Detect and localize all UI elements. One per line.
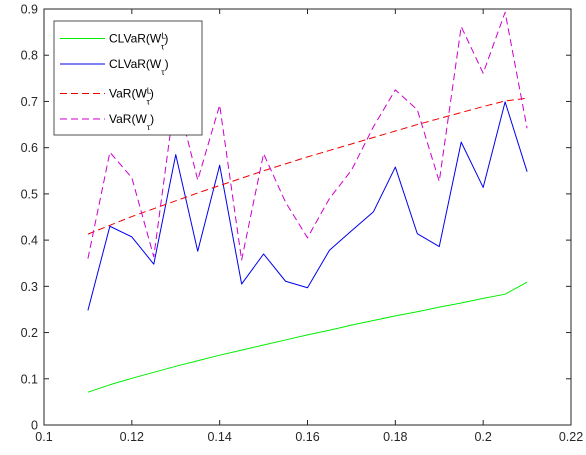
x-tick-label: 0.16 (295, 430, 319, 444)
x-tick-label: 0.12 (120, 430, 144, 444)
y-tick-label: 0.2 (21, 326, 38, 340)
series-layer (87, 11, 528, 393)
series-line-clvar_l (87, 281, 528, 393)
legend-label-clvar_l: CLVaR(WL τ) (109, 31, 168, 52)
y-tick-label: 0.6 (21, 141, 38, 155)
y-tick-label: 0 (31, 419, 38, 433)
y-tick-label: 0.3 (21, 280, 38, 294)
legend-label-var: VaR(Wτ) (109, 112, 154, 132)
x-tick-label: 0.14 (207, 430, 231, 444)
axes-layer: 0.1 0.12 0.14 0.16 0.18 0.2 0.2200.10.20.30.40… (21, 3, 584, 445)
series-line-clvar (87, 101, 528, 311)
x-tick-label: 0.1 (35, 430, 52, 444)
series-line-var (87, 11, 528, 261)
x-tick-label: 0.22 (559, 430, 583, 444)
x-tick-label: 0.18 (383, 430, 407, 444)
legend: CLVaR(WL τ) CLVaR(Wτ) VaR(WL τ) VaR(Wτ) (53, 20, 203, 136)
y-tick-label: 0.8 (21, 49, 38, 63)
legend-label-clvar: CLVaR(Wτ) (109, 57, 169, 77)
y-tick-label: 0.7 (21, 95, 38, 109)
y-tick-label: 0.1 (21, 372, 38, 386)
x-tick-label: 0.2 (474, 430, 491, 444)
y-tick-label: 0.9 (21, 3, 38, 17)
y-tick-label: 0.5 (21, 187, 38, 201)
legend-box (53, 20, 203, 136)
series-line-var_l (87, 97, 528, 235)
legend-label-var_l: VaR(WL τ) (109, 86, 154, 107)
y-tick-label: 0.4 (21, 234, 38, 248)
